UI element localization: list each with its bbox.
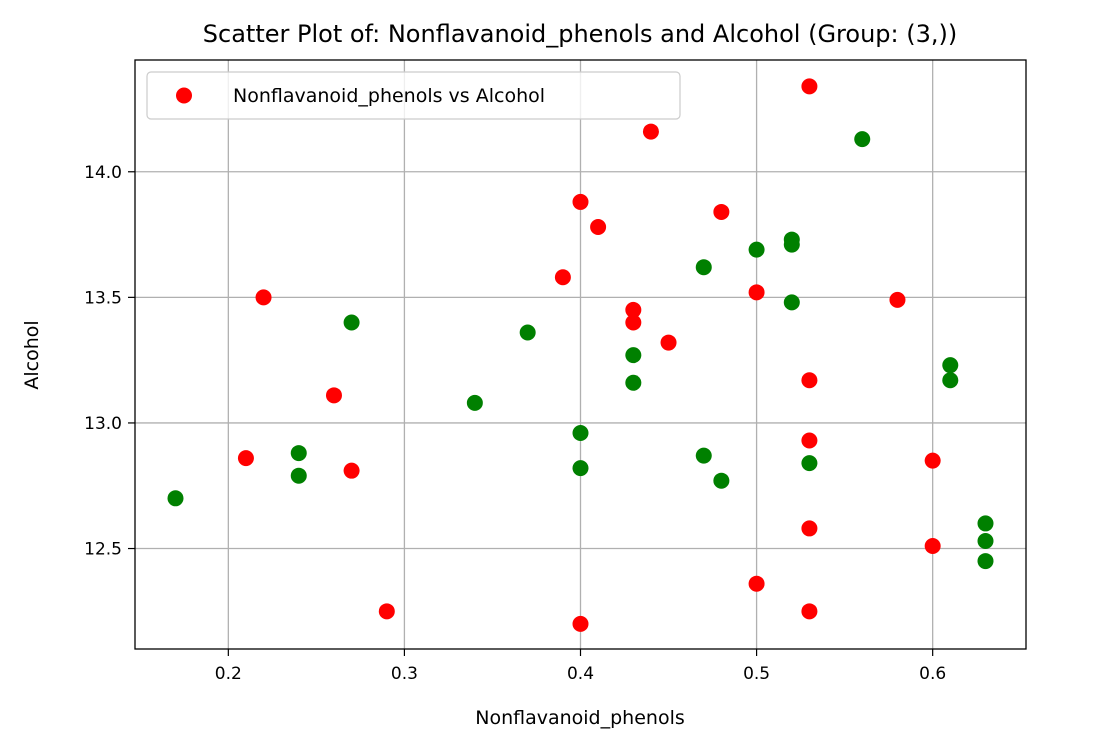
y-tick-label: 13.0 <box>84 414 122 434</box>
data-point-green <box>695 447 712 464</box>
y-tick-label: 12.5 <box>84 540 122 560</box>
data-point-red <box>378 603 395 620</box>
chart-title: Scatter Plot of: Nonflavanoid_phenols an… <box>203 20 957 48</box>
data-point-green <box>713 472 730 489</box>
data-point-red <box>801 372 818 389</box>
data-points <box>167 78 994 632</box>
data-point-green <box>572 460 589 477</box>
data-point-red <box>924 538 941 555</box>
data-point-green <box>977 553 994 570</box>
data-point-red <box>343 462 360 479</box>
data-point-red <box>801 78 818 95</box>
data-point-red <box>325 387 342 404</box>
y-tick-label: 13.5 <box>84 288 122 308</box>
data-point-green <box>942 372 959 389</box>
data-point-green <box>290 445 307 462</box>
data-point-red <box>625 314 642 331</box>
x-axis-label: Nonflavanoid_phenols <box>475 707 685 729</box>
data-point-red <box>889 291 906 308</box>
data-point-red <box>801 432 818 449</box>
data-point-green <box>783 236 800 253</box>
data-point-green <box>783 294 800 311</box>
data-point-green <box>748 241 765 258</box>
data-point-green <box>466 394 483 411</box>
axis-ticks: 0.2 0.3 0.4 0.5 0.6 12.5 13.0 13.5 14.0 <box>84 163 946 684</box>
grid-lines <box>135 60 1026 649</box>
data-point-green <box>977 532 994 549</box>
data-point-green <box>625 347 642 364</box>
data-point-red <box>590 219 607 236</box>
data-point-green <box>290 467 307 484</box>
data-point-green <box>167 490 184 507</box>
legend-label: Nonflavanoid_phenols vs Alcohol <box>233 85 545 107</box>
legend-box <box>146 71 681 120</box>
data-point-green <box>977 515 994 532</box>
data-point-green <box>572 424 589 441</box>
data-point-red <box>572 615 589 632</box>
data-point-green <box>519 324 536 341</box>
data-point-red <box>554 269 571 286</box>
data-point-green <box>942 357 959 374</box>
data-point-red <box>748 575 765 592</box>
legend: Nonflavanoid_phenols vs Alcohol <box>146 71 681 120</box>
data-point-green <box>695 259 712 276</box>
data-point-red <box>660 334 677 351</box>
data-point-green <box>801 455 818 472</box>
y-tick-label: 14.0 <box>84 163 122 183</box>
x-tick-label: 0.5 <box>743 664 770 684</box>
data-point-red <box>642 123 659 140</box>
y-axis-label: Alcohol <box>21 320 43 389</box>
data-point-red <box>625 301 642 318</box>
data-point-red <box>924 452 941 469</box>
data-point-red <box>801 520 818 537</box>
data-point-red <box>801 603 818 620</box>
x-tick-label: 0.2 <box>215 664 242 684</box>
x-tick-label: 0.4 <box>567 664 594 684</box>
data-point-red <box>237 450 254 467</box>
data-point-red <box>255 289 272 306</box>
data-point-green <box>625 374 642 391</box>
legend-marker <box>176 87 192 104</box>
x-tick-label: 0.3 <box>391 664 418 684</box>
data-point-red <box>748 284 765 301</box>
data-point-red <box>713 203 730 220</box>
x-tick-label: 0.6 <box>919 664 946 684</box>
data-point-green <box>343 314 360 331</box>
data-point-red <box>572 193 589 210</box>
data-point-green <box>854 131 871 148</box>
